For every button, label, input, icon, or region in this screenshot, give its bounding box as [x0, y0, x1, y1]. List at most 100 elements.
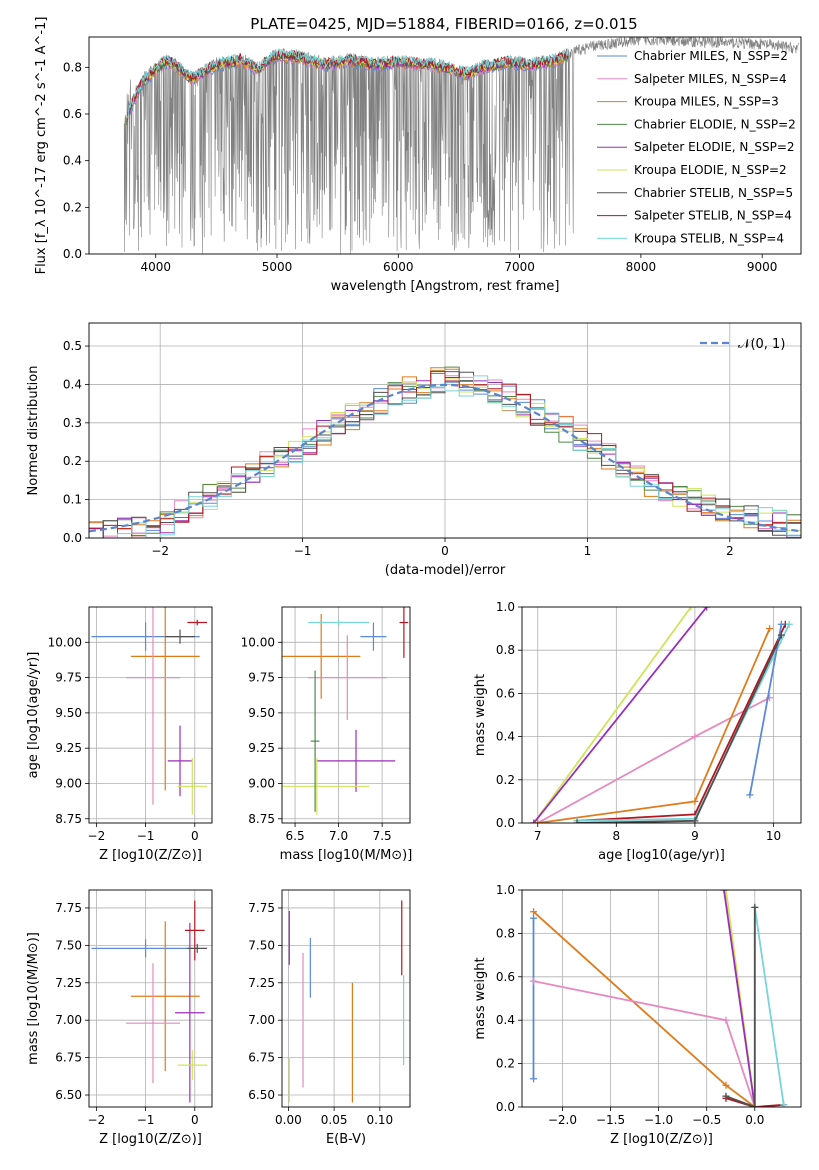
plot-area: [91, 900, 208, 1103]
x-axis-label: Z [log10(Z/Z⊙)]: [99, 1132, 202, 1147]
normal-distribution-curve: [89, 383, 801, 533]
x-tick-label: −1.0: [644, 1113, 673, 1127]
y-tick-label: 0.0: [63, 531, 82, 545]
y-tick-label: 9.50: [248, 706, 275, 720]
x-tick-label: 9: [691, 829, 699, 843]
x-tick-label: 8000: [626, 260, 657, 274]
mass-vs-metallicity-chart: −2 −1 0 6.50 6.75 7.00 7.25 7.50 7.75 Z [log10(Z/…: [26, 889, 213, 1147]
residuals-histogram-chart: −2 −1 0 1 2 0.0 0.1 0.2 0.3 0.4 0.5 (data-model)/er…: [26, 322, 802, 578]
y-tick-label: 1.0: [496, 883, 515, 897]
histogram-step-line: [89, 369, 801, 538]
y-tick-label: 0.4: [496, 1013, 515, 1027]
y-tick-label: 0.8: [496, 643, 515, 657]
y-tick-label: 6.50: [248, 1088, 275, 1102]
y-tick-label: 0.0: [496, 1100, 515, 1114]
plot-area: [89, 366, 801, 538]
mass-weight-line: [533, 607, 708, 823]
axes-frame: 4000 5000 6000 7000 8000 9000 0.0 0.2 0.4 0.6 0.8 w…: [34, 17, 802, 294]
y-tick-label: 7.50: [55, 938, 82, 952]
histogram-step-line: [89, 375, 801, 538]
grid-lines: [282, 607, 410, 823]
axes-frame: 6.5 7.0 7.5 8.75 9.00 9.25 9.50 9.75 10.00 mass […: [241, 606, 412, 863]
y-tick-label: 1.0: [496, 600, 515, 614]
y-tick-label: 0.6: [63, 107, 82, 121]
mass-weight-line: [749, 624, 783, 796]
y-tick-label: 9.75: [55, 671, 82, 685]
y-tick-label: 0.4: [63, 154, 82, 168]
plot-area: [530, 890, 788, 1107]
y-tick-label: 7.00: [55, 1013, 82, 1027]
legend-entry: Salpeter STELIB, N_SSP=4: [634, 209, 792, 223]
axes-frame: 7 8 9 10 0.0 0.2 0.4 0.6 0.8 1.0 age [log10(age/yr…: [473, 600, 802, 863]
x-tick-label: 7000: [504, 260, 535, 274]
legend-entry: Kroupa STELIB, N_SSP=4: [634, 231, 784, 245]
y-tick-label: 9.00: [248, 776, 275, 790]
x-axis-label: E(B-V): [326, 1132, 366, 1147]
y-tick-label: 0.6: [496, 970, 515, 984]
mass-weight-line: [576, 623, 787, 822]
legend-entry: Salpeter MILES, N_SSP=4: [634, 72, 787, 86]
axes-box: [88, 889, 213, 1108]
x-tick-label: 7: [534, 829, 542, 843]
legend-entry: Chabrier MILES, N_SSP=2: [634, 49, 788, 63]
y-axis-label: mass weight: [473, 957, 488, 1039]
legend-entry: Chabrier ELODIE, N_SSP=2: [634, 117, 796, 131]
x-tick-label: 5000: [262, 260, 293, 274]
x-tick-label: 0.00: [275, 1113, 302, 1127]
x-axis-label: age [log10(age/yr)]: [598, 848, 725, 863]
x-tick-label: 4000: [140, 260, 171, 274]
y-tick-label: 0.2: [496, 1057, 515, 1071]
mass-vs-extinction-chart: 0.00 0.05 0.10 6.50 6.75 7.00 7.25 7.50 7.75 E(B-…: [248, 889, 411, 1147]
y-tick-label: 10.00: [48, 635, 82, 649]
mass-weight-line: [576, 623, 791, 822]
mass-weight-line: [723, 890, 756, 1107]
axes-frame: −2 −1 0 1 2 0.0 0.1 0.2 0.3 0.4 0.5 (data-model)/er…: [26, 322, 802, 578]
axes-frame: 0.00 0.05 0.10 6.50 6.75 7.00 7.25 7.50 7.75 E(B-…: [248, 889, 411, 1147]
legend-entry: Kroupa MILES, N_SSP=3: [634, 95, 779, 109]
axes-frame: −2.0 −1.5 −1.0 −0.5 0.0 0.0 0.2 0.4 0.6 0.8 1.0 Z […: [473, 883, 802, 1147]
axes-frame: −2 −1 0 8.75 9.00 9.25 9.50 9.75 10.00 Z [log10(Z…: [26, 606, 213, 863]
y-tick-label: 0.6: [496, 686, 515, 700]
mass-weight-vs-metallicity-chart: −2.0 −1.5 −1.0 −0.5 0.0 0.0 0.2 0.4 0.6 0.8 1.0 Z […: [473, 883, 802, 1147]
y-tick-label: 7.75: [55, 901, 82, 915]
mass-weight-line: [725, 1097, 784, 1107]
grid-lines: [522, 606, 801, 824]
y-tick-label: 7.75: [248, 901, 275, 915]
plot-area: [530, 607, 793, 823]
plot-area: [91, 607, 208, 815]
spectrum-chart: 4000 5000 6000 7000 8000 9000 0.0 0.2 0.4 0.6 0.8 w…: [34, 17, 802, 294]
axes-box: [521, 889, 802, 1108]
y-tick-label: 9.25: [55, 741, 82, 755]
axes-box: [521, 606, 802, 824]
x-tick-label: 6.5: [286, 829, 305, 843]
y-tick-label: 8.75: [248, 812, 275, 826]
x-tick-label: 10: [766, 829, 781, 843]
x-tick-label: 6000: [383, 260, 414, 274]
x-tick-label: −2: [151, 544, 169, 558]
plot-area: [282, 607, 409, 815]
x-tick-label: 0: [191, 1113, 199, 1127]
y-tick-label: 0.5: [63, 339, 82, 353]
x-tick-label: −2.0: [548, 1113, 577, 1127]
y-axis-label: mass [log10(M/M⊙)]: [26, 932, 41, 1065]
legend: 𝒩(0, 1): [700, 337, 785, 352]
age-vs-mass-chart: 6.5 7.0 7.5 8.75 9.00 9.25 9.50 9.75 10.00 mass […: [241, 606, 412, 863]
y-tick-label: 7.25: [248, 976, 275, 990]
age-vs-metallicity-chart: −2 −1 0 8.75 9.00 9.25 9.50 9.75 10.00 Z [log10(Z…: [26, 606, 213, 863]
axes-box: [281, 889, 411, 1108]
x-tick-label: 7.5: [373, 829, 392, 843]
y-tick-label: 7.00: [248, 1013, 275, 1027]
x-tick-label: 8: [612, 829, 620, 843]
x-axis-label: Z [log10(Z/Z⊙)]: [610, 1132, 713, 1147]
y-tick-label: 6.75: [248, 1051, 275, 1065]
y-tick-label: 7.25: [55, 976, 82, 990]
y-tick-label: 9.75: [248, 671, 275, 685]
x-tick-label: −0.5: [692, 1113, 721, 1127]
y-tick-label: 0.8: [496, 926, 515, 940]
y-tick-label: 0.8: [63, 60, 82, 74]
y-tick-label: 8.75: [55, 812, 82, 826]
x-axis-label: wavelength [Angstrom, rest frame]: [331, 279, 560, 294]
y-tick-label: 0.0: [63, 247, 82, 261]
grid-lines: [282, 890, 410, 1107]
y-tick-label: 0.0: [496, 816, 515, 830]
